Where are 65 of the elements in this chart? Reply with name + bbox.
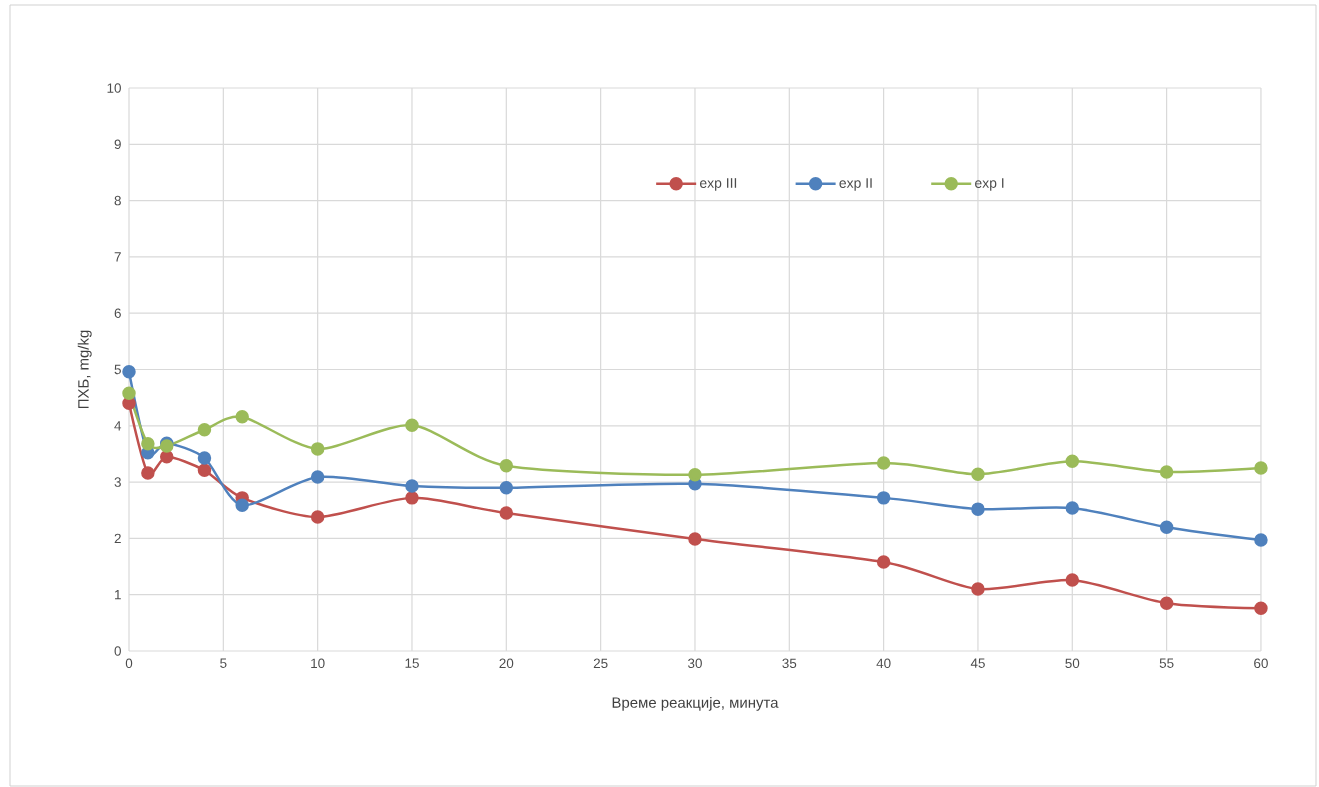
point (971, 467, 985, 481)
point (122, 386, 136, 400)
x-tick-label: 0 (125, 658, 133, 669)
y-tick-label: 6 (114, 308, 121, 318)
y-tick-label: 10 (107, 83, 121, 93)
y-tick-label: 0 (114, 646, 121, 656)
x-tick-label: 45 (970, 658, 985, 668)
point (197, 463, 212, 478)
point (159, 450, 174, 464)
legend-label: exp III (699, 178, 737, 191)
point (688, 532, 702, 546)
point (1159, 596, 1174, 610)
point (235, 410, 249, 424)
point (499, 459, 514, 473)
legend-label: exp II (839, 178, 872, 191)
point (499, 506, 514, 520)
x-tick-label: 5 (220, 658, 227, 668)
y-tick-label: 3 (114, 477, 121, 487)
point (971, 502, 985, 516)
y-axis-title: ПХБ, mg/kg (77, 330, 92, 409)
point (876, 491, 891, 505)
point (405, 418, 419, 432)
point (405, 491, 419, 505)
point (310, 510, 325, 524)
point (235, 498, 249, 512)
point (197, 423, 212, 437)
x-tick-label: 30 (688, 658, 702, 669)
point (405, 479, 419, 493)
x-tick-label: 20 (499, 658, 514, 669)
point (1065, 573, 1080, 587)
x-tick-label: 60 (1254, 658, 1268, 669)
point (122, 365, 136, 379)
point (1254, 461, 1268, 475)
point (1065, 501, 1080, 515)
x-tick-label: 40 (876, 658, 891, 669)
point (310, 470, 325, 484)
x-tick-label: 15 (405, 658, 419, 668)
x-tick-label: 35 (782, 658, 797, 669)
y-tick-label: 1 (115, 590, 121, 600)
x-tick-label: 25 (593, 658, 608, 669)
point (1254, 601, 1268, 615)
y-tick-label: 8 (114, 195, 121, 206)
point (971, 582, 985, 596)
point (1159, 465, 1174, 479)
x-tick-label: 10 (311, 658, 325, 669)
point (499, 480, 514, 495)
point (1254, 533, 1268, 547)
point (1159, 520, 1174, 534)
point (688, 468, 702, 482)
point (141, 437, 155, 451)
point (141, 466, 155, 480)
x-tick-label: 55 (1159, 658, 1174, 668)
y-tick-label: 5 (114, 364, 121, 375)
y-tick-label: 7 (114, 252, 121, 262)
y-tick-label: 4 (114, 421, 122, 431)
point (876, 555, 891, 569)
x-tick-label: 50 (1065, 658, 1080, 669)
point (1065, 454, 1080, 469)
y-tick-label: 9 (114, 139, 121, 150)
point (310, 442, 325, 456)
point (876, 456, 891, 470)
point (197, 451, 212, 465)
legend-label: exp I (975, 178, 1004, 191)
y-tick-label: 2 (114, 533, 121, 544)
x-axis-title: Време реакције, минута (612, 696, 779, 711)
